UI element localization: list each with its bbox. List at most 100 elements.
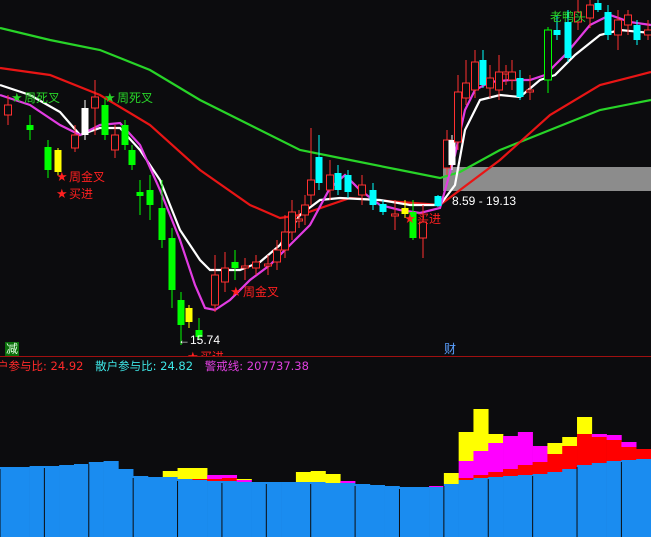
bar-segment-magenta	[503, 436, 519, 469]
bar-segment-red	[192, 479, 208, 480]
bar-segment-blue	[207, 481, 223, 537]
indicator-bar	[0, 467, 16, 537]
ma-line-magenta	[0, 13, 651, 312]
star-icon: ★	[404, 212, 416, 227]
indicator-bar	[14, 467, 30, 537]
indicator-bar	[620, 442, 637, 537]
candle	[295, 210, 303, 228]
candle-body	[315, 157, 323, 183]
candle	[479, 50, 487, 88]
indicator-bar	[103, 461, 119, 537]
reduce-marker: 减	[5, 342, 20, 356]
candle	[264, 255, 272, 275]
candle-body	[462, 82, 470, 99]
star-icon: ★	[187, 350, 199, 357]
bar-segment-yellow	[310, 471, 326, 482]
indicator-bar	[325, 474, 341, 537]
bar-segment-red	[532, 462, 548, 474]
indicator-bar	[547, 443, 563, 537]
bar-segment-magenta	[236, 480, 252, 482]
indicator-bar	[443, 473, 459, 537]
candle-body	[495, 71, 503, 91]
bar-segment-blue	[621, 460, 637, 537]
candle-body	[508, 71, 516, 81]
candle-body	[185, 308, 193, 322]
bar-segment-blue	[251, 482, 267, 537]
indicator-bar	[398, 487, 415, 537]
bar-segment-blue	[429, 487, 445, 537]
bar-segment-magenta	[473, 451, 489, 475]
indicator-bar	[354, 484, 371, 537]
candle	[54, 148, 62, 175]
bar-segment-yellow	[473, 409, 489, 451]
indicator-bar	[487, 434, 504, 537]
finance-marker: 财	[444, 342, 457, 356]
candle	[495, 55, 503, 100]
bar-segment-blue	[340, 483, 356, 537]
indicator-bar	[207, 475, 223, 537]
main-participation-ratio: 户参与比: 24.92	[0, 359, 84, 373]
signal-label: 周死叉	[24, 91, 60, 105]
bar-segment-yellow	[162, 471, 178, 477]
indicator-bar	[310, 471, 326, 537]
ma-line-white	[0, 28, 651, 272]
candle-body	[614, 19, 622, 36]
bar-segment-magenta	[532, 446, 548, 462]
bar-segment-blue	[443, 484, 459, 537]
candle-body	[586, 4, 594, 19]
candle	[221, 252, 229, 292]
candle-body	[604, 12, 612, 35]
indicator-bar	[221, 475, 238, 537]
candle-body	[434, 196, 442, 206]
retail-participation-ratio: 散户参与比: 24.82	[95, 359, 194, 373]
indicator-bar	[517, 432, 533, 537]
bar-segment-blue	[0, 467, 16, 537]
candle	[526, 75, 534, 100]
candle	[502, 65, 510, 85]
candle-body	[158, 208, 166, 240]
range-box	[443, 167, 651, 191]
candle-body	[288, 211, 296, 233]
indicator-bar	[606, 435, 622, 537]
indicator-bar	[88, 462, 104, 537]
indicator-bar	[295, 472, 312, 537]
indicator-bar	[369, 485, 385, 537]
candle	[136, 180, 144, 215]
candle-body	[91, 96, 99, 109]
candle-body	[479, 60, 487, 85]
candle	[462, 60, 470, 105]
candle-body	[177, 300, 185, 325]
indicator-bar	[132, 476, 149, 537]
price-panel[interactable]: 8.59 - 19.13←15.74★周死叉★周死叉★周金叉★买进★买进★周金叉…	[0, 0, 651, 357]
bar-segment-blue	[192, 480, 208, 537]
candle-body	[273, 249, 281, 263]
candle	[508, 60, 516, 90]
bar-segment-magenta	[621, 442, 637, 447]
candle-body	[54, 150, 62, 172]
candle	[288, 200, 296, 240]
candle	[281, 215, 289, 258]
bar-segment-magenta	[606, 435, 622, 440]
candle-body	[101, 105, 109, 135]
bar-segment-blue	[355, 484, 371, 537]
bar-segment-blue	[133, 476, 149, 537]
bar-segment-yellow	[236, 479, 252, 480]
indicator-bar	[281, 482, 297, 537]
candle-body	[644, 29, 651, 36]
candle-body	[252, 261, 260, 269]
candle	[101, 98, 109, 140]
candle	[344, 170, 352, 198]
candle-body	[71, 134, 79, 149]
candle	[409, 200, 417, 240]
candle	[81, 100, 89, 140]
candle	[564, 10, 572, 62]
candle	[241, 258, 249, 280]
candle-body	[471, 61, 479, 91]
bar-segment-blue	[59, 465, 75, 537]
indicator-bar	[251, 482, 267, 537]
indicator-panel[interactable]	[0, 357, 651, 537]
bar-segment-yellow	[295, 472, 312, 482]
indicator-bar	[458, 432, 474, 537]
signal-label: 买进	[200, 350, 224, 357]
candle-body	[26, 125, 34, 130]
